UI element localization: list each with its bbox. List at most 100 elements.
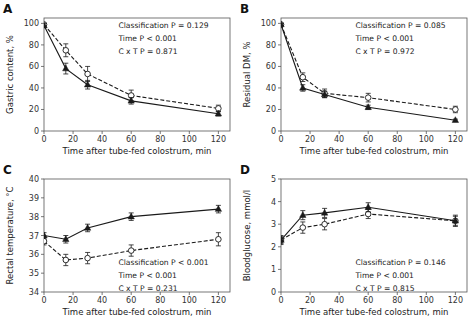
data-area bbox=[44, 205, 222, 265]
series-line bbox=[44, 24, 218, 108]
y-tick-label: 40 bbox=[29, 84, 39, 93]
y-tick-label: 40 bbox=[266, 84, 276, 93]
marker bbox=[281, 21, 284, 27]
x-tick-label: 100 bbox=[419, 296, 434, 305]
y-tick-label: 4 bbox=[271, 198, 276, 207]
marker bbox=[128, 213, 134, 219]
y-tick-label: 39 bbox=[29, 194, 39, 203]
x-tick bbox=[189, 292, 190, 295]
data-area bbox=[281, 203, 459, 245]
error-bar bbox=[453, 216, 458, 225]
x-tick bbox=[397, 131, 398, 134]
marker bbox=[365, 204, 371, 210]
error-bar bbox=[129, 213, 134, 221]
marker bbox=[300, 84, 306, 90]
annotation: C x T P = 0.972 bbox=[355, 47, 414, 56]
marker bbox=[300, 212, 306, 218]
panel: 020406080100120020406080100Time after tu… bbox=[240, 2, 467, 156]
annotation: C x T P = 0.231 bbox=[118, 284, 177, 293]
x-tick bbox=[281, 292, 282, 295]
y-tick-label: 3 bbox=[271, 220, 276, 229]
marker bbox=[322, 221, 328, 227]
x-axis-label: Time after tube-fed colostrum, min bbox=[299, 307, 449, 317]
y-tick bbox=[278, 201, 281, 202]
marker bbox=[215, 110, 221, 116]
error-bar bbox=[63, 236, 68, 244]
y-tick-label: 38 bbox=[29, 213, 39, 222]
annotation: Time P < 0.001 bbox=[117, 34, 177, 43]
x-tick-label: 80 bbox=[155, 296, 165, 305]
error-bar bbox=[322, 91, 327, 97]
error-bar bbox=[63, 254, 68, 265]
x-tick-label: 120 bbox=[448, 135, 463, 144]
x-tick bbox=[455, 292, 456, 295]
marker bbox=[281, 237, 284, 243]
marker bbox=[44, 22, 47, 28]
y-tick bbox=[278, 269, 281, 270]
x-tick-label: 100 bbox=[182, 296, 197, 305]
x-tick-label: 40 bbox=[334, 135, 344, 144]
x-tick-label: 40 bbox=[334, 296, 344, 305]
x-tick-label: 40 bbox=[97, 135, 107, 144]
y-tick-label: 5 bbox=[271, 175, 276, 184]
series-line bbox=[44, 26, 218, 114]
y-tick-label: 36 bbox=[29, 250, 39, 259]
x-tick-label: 20 bbox=[305, 135, 315, 144]
y-axis-label: Rectal temperature, °C bbox=[5, 186, 15, 284]
y-tick-label: 1 bbox=[271, 265, 276, 274]
annotation: Classification P = 0.146 bbox=[355, 258, 445, 267]
series-line bbox=[44, 209, 218, 239]
y-tick bbox=[41, 44, 44, 45]
marker bbox=[63, 47, 69, 53]
plot-frame bbox=[281, 18, 467, 131]
x-tick bbox=[426, 131, 427, 134]
y-tick-label: 20 bbox=[29, 105, 39, 114]
series bbox=[281, 21, 459, 123]
x-axis-label: Time after tube-fed colostrum, min bbox=[62, 146, 212, 156]
error-bar bbox=[85, 66, 90, 81]
marker bbox=[44, 22, 47, 28]
y-tick bbox=[41, 197, 44, 198]
y-tick bbox=[278, 292, 281, 293]
annotation: Time P < 0.001 bbox=[354, 271, 414, 280]
error-bar bbox=[453, 106, 458, 112]
series bbox=[44, 205, 222, 243]
marker bbox=[44, 238, 47, 244]
marker bbox=[453, 107, 459, 113]
marker bbox=[84, 224, 90, 230]
y-tick-label: 37 bbox=[29, 232, 39, 241]
x-tick bbox=[426, 292, 427, 295]
x-tick bbox=[310, 131, 311, 134]
error-bar bbox=[129, 98, 134, 104]
x-tick bbox=[73, 131, 74, 134]
y-tick-label: 35 bbox=[29, 269, 39, 278]
marker bbox=[216, 236, 222, 242]
x-tick bbox=[339, 292, 340, 295]
marker bbox=[215, 206, 221, 212]
x-tick bbox=[218, 131, 219, 134]
series-line bbox=[281, 24, 455, 120]
marker bbox=[452, 217, 458, 223]
x-tick-label: 20 bbox=[305, 296, 315, 305]
y-tick bbox=[278, 66, 281, 67]
annotation: Time P < 0.001 bbox=[354, 34, 414, 43]
data-area bbox=[281, 21, 459, 123]
y-axis-label: Bloodglucose, mmol/l bbox=[242, 190, 252, 281]
y-tick bbox=[41, 66, 44, 67]
error-bar bbox=[366, 203, 371, 212]
x-tick bbox=[44, 131, 45, 134]
y-tick bbox=[41, 109, 44, 110]
error-bar bbox=[85, 252, 90, 263]
marker bbox=[365, 104, 371, 110]
error-bar bbox=[216, 205, 221, 213]
x-axis-label: Time after tube-fed colostrum, min bbox=[299, 146, 449, 156]
y-tick bbox=[278, 179, 281, 180]
panel: 020406080100120012345Time after tube-fed… bbox=[240, 163, 467, 317]
marker bbox=[321, 209, 327, 215]
y-tick-label: 0 bbox=[271, 127, 276, 136]
series bbox=[281, 203, 459, 244]
panel-label: B bbox=[240, 2, 249, 16]
y-tick-label: 20 bbox=[266, 105, 276, 114]
annotation: Classification P < 0.001 bbox=[118, 258, 208, 267]
error-bar bbox=[300, 85, 305, 91]
